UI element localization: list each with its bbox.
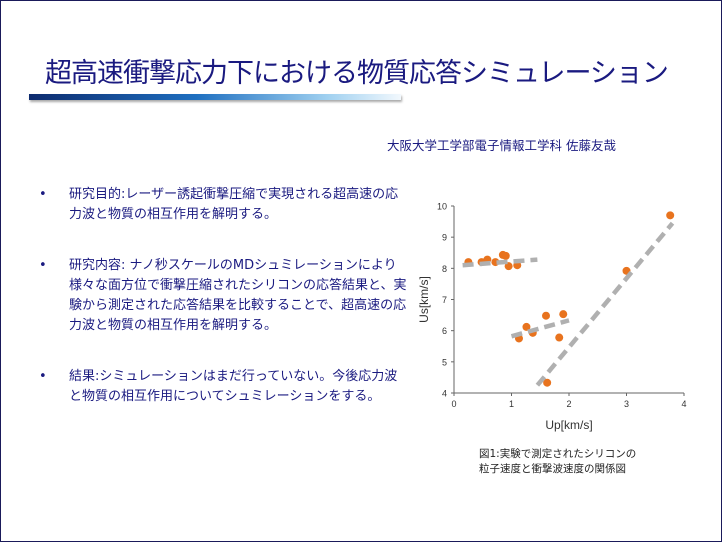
bullet-icon: • (39, 258, 47, 273)
caption-line: 粒子速度と衝撃波速度の関係図 (479, 463, 626, 475)
data-point (559, 310, 568, 319)
trend-line (510, 318, 570, 339)
data-point (555, 333, 564, 342)
y-tick-label: 7 (442, 295, 447, 305)
author: 大阪大学工学部電子情報工学科 佐藤友哉 (387, 138, 616, 153)
bullet-icon: • (39, 187, 47, 202)
x-tick-label: 2 (566, 399, 571, 409)
y-tick-label: 5 (442, 357, 447, 367)
x-tick-label: 4 (681, 399, 686, 409)
title-underline (29, 94, 401, 100)
bullet-item: • 結果:シミュレーションはまだ行っていない。今後応力波と物質の相互作用についてシ… (39, 367, 409, 407)
data-point (522, 322, 531, 331)
y-tick-label: 9 (442, 233, 447, 243)
bullet-icon: • (39, 369, 47, 384)
y-axis-label: Us[km/s] (417, 276, 431, 323)
bullet-item: • 研究内容: ナノ秒スケールのMDシュミレーションにより様々な面方位で衝撃圧縮さ… (39, 256, 409, 336)
data-point (501, 251, 510, 260)
y-tick-label: 4 (442, 389, 447, 399)
trend-line (462, 257, 538, 268)
bullet-text: 研究内容: ナノ秒スケールのMDシュミレーションにより様々な面方位で衝撃圧縮され… (69, 258, 407, 333)
x-tick-label: 1 (509, 399, 514, 409)
y-tick-label: 10 (437, 202, 447, 212)
y-tick-label: 6 (442, 326, 447, 336)
bullet-text: 結果:シミュレーションはまだ行っていない。今後応力波と物質の相互作用についてシュ… (69, 369, 398, 404)
x-axis-label: Up[km/s] (545, 418, 592, 432)
x-tick-label: 0 (451, 399, 456, 409)
bullet-item: • 研究目的:レーザー誘起衝撃圧縮で実現される超高速の応力波と物質の相互作用を解明… (39, 185, 409, 225)
figure-caption: 図1:実験で測定されたシリコンの 粒子速度と衝撃波速度の関係図 (479, 447, 636, 477)
y-tick-label: 8 (442, 264, 447, 274)
x-tick-label: 3 (624, 399, 629, 409)
trend-line (535, 221, 675, 387)
scatter-chart: 4 5 6 7 8 9 10 0 1 2 3 4 Up[km/s] Us[km/s] (417, 202, 687, 433)
bullet-list: • 研究目的:レーザー誘起衝撃圧縮で実現される超高速の応力波と物質の相互作用を解明… (39, 185, 409, 438)
data-point (666, 211, 675, 220)
caption-line: 図1:実験で測定されたシリコンの (479, 448, 637, 460)
slide-title: 超高速衝撃応力下における物質応答シミュレーション (45, 58, 669, 89)
bullet-text: 研究目的:レーザー誘起衝撃圧縮で実現される超高速の応力波と物質の相互作用を解明す… (69, 187, 399, 222)
data-point (542, 311, 550, 320)
data-point (543, 378, 552, 387)
